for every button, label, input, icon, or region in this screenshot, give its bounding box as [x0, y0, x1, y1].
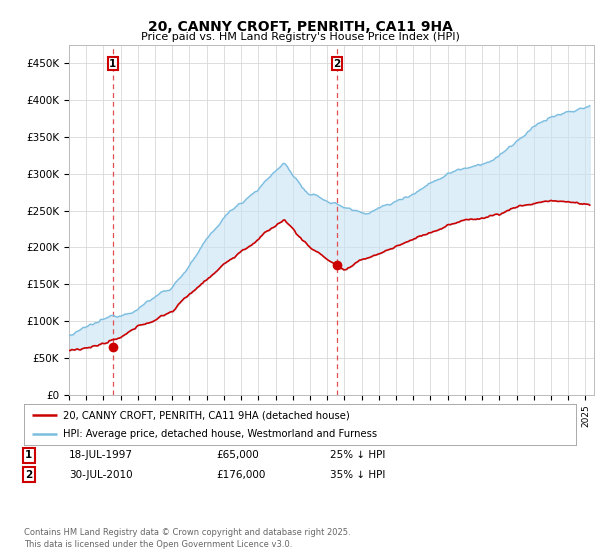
Text: Price paid vs. HM Land Registry's House Price Index (HPI): Price paid vs. HM Land Registry's House … — [140, 32, 460, 43]
Text: £176,000: £176,000 — [216, 470, 265, 480]
Text: 1: 1 — [109, 59, 116, 69]
Text: 2: 2 — [25, 470, 32, 480]
Text: HPI: Average price, detached house, Westmorland and Furness: HPI: Average price, detached house, West… — [62, 429, 377, 439]
Text: 18-JUL-1997: 18-JUL-1997 — [69, 450, 133, 460]
Text: 30-JUL-2010: 30-JUL-2010 — [69, 470, 133, 480]
Text: Contains HM Land Registry data © Crown copyright and database right 2025.
This d: Contains HM Land Registry data © Crown c… — [24, 528, 350, 549]
Text: £65,000: £65,000 — [216, 450, 259, 460]
Text: 35% ↓ HPI: 35% ↓ HPI — [330, 470, 385, 480]
Text: 1: 1 — [25, 450, 32, 460]
Text: 20, CANNY CROFT, PENRITH, CA11 9HA: 20, CANNY CROFT, PENRITH, CA11 9HA — [148, 20, 452, 34]
Text: 25% ↓ HPI: 25% ↓ HPI — [330, 450, 385, 460]
Text: 20, CANNY CROFT, PENRITH, CA11 9HA (detached house): 20, CANNY CROFT, PENRITH, CA11 9HA (deta… — [62, 410, 349, 421]
Text: 2: 2 — [334, 59, 341, 69]
